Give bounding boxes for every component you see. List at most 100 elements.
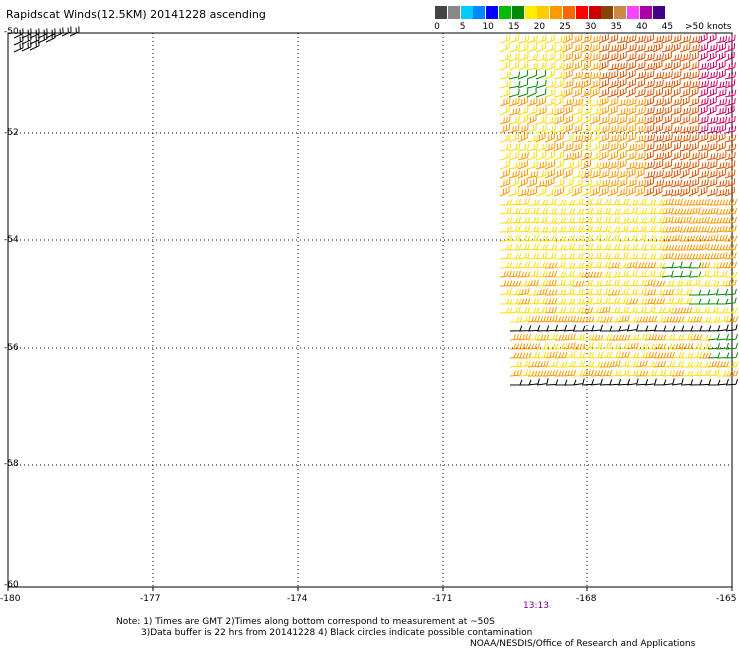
wind-barb — [544, 244, 558, 251]
wind-barb — [608, 343, 622, 350]
wind-barb — [652, 179, 665, 188]
wind-barb — [526, 161, 538, 170]
wind-barb — [562, 61, 574, 71]
wind-barb — [625, 143, 638, 152]
wind-barb — [643, 142, 655, 152]
wind-barb — [535, 161, 547, 170]
wind-barb — [607, 179, 619, 188]
wind-barb — [589, 179, 602, 188]
wind-barb — [535, 280, 549, 287]
wind-barb — [562, 208, 576, 215]
wind-barb — [607, 208, 621, 215]
wind-barb — [571, 43, 583, 53]
wind-barb — [581, 334, 595, 341]
wind-barb — [544, 270, 557, 278]
wind-barb — [562, 288, 575, 296]
wind-barb — [571, 51, 582, 62]
wind-barb — [715, 88, 727, 98]
wind-barb — [571, 71, 584, 80]
wind-barb — [571, 80, 584, 89]
wind-barb — [553, 217, 567, 224]
wind-barb — [508, 116, 521, 125]
wind-barb — [598, 79, 609, 89]
wind-barb — [562, 33, 573, 44]
wind-barb — [563, 379, 577, 386]
wind-barb — [509, 343, 523, 350]
wind-barb — [635, 325, 649, 332]
wind-barb — [508, 34, 520, 44]
wind-barb — [517, 35, 530, 44]
colorbar-swatch — [614, 6, 627, 19]
wind-barb — [625, 298, 639, 305]
wind-barb — [571, 88, 583, 98]
wind-barb — [589, 35, 601, 44]
wind-barb — [634, 198, 647, 206]
wind-barb — [526, 143, 539, 152]
wind-barb — [562, 152, 575, 161]
wind-barb — [644, 361, 658, 368]
wind-barb — [607, 226, 621, 233]
wind-barb — [643, 199, 657, 206]
wind-barb — [616, 187, 628, 197]
wind-barb — [571, 252, 584, 260]
wind-barb — [625, 234, 638, 242]
wind-barb — [598, 186, 609, 197]
wind-barb — [724, 208, 738, 215]
wind-barb — [697, 33, 708, 44]
wind-barb — [580, 115, 591, 125]
wind-barb — [580, 198, 593, 206]
wind-barb — [544, 262, 558, 269]
wind-barb — [589, 124, 601, 134]
wind-barb — [688, 253, 702, 260]
wind-barb — [517, 79, 529, 89]
wind-barb — [715, 35, 728, 44]
wind-barb — [634, 79, 646, 89]
wind-barb — [670, 70, 682, 80]
wind-barb — [715, 141, 726, 152]
wind-barb — [616, 51, 627, 62]
wind-barb — [562, 298, 576, 305]
wind-barb — [616, 69, 627, 80]
wind-barb — [535, 115, 547, 125]
wind-barb — [517, 152, 529, 161]
wind-barb — [689, 316, 703, 323]
wind-barb — [706, 226, 720, 233]
wind-barb — [706, 280, 720, 287]
wind-barb — [544, 61, 556, 71]
wind-barb — [535, 70, 547, 80]
wind-barb — [499, 226, 513, 233]
wind-barb — [652, 307, 666, 314]
wind-barb — [679, 115, 691, 125]
wind-barb — [607, 161, 619, 170]
wind-barb — [517, 225, 531, 233]
wind-barb — [643, 80, 655, 89]
wind-barb — [509, 360, 523, 368]
wind-barb — [670, 106, 682, 116]
wind-barb — [625, 280, 639, 287]
wind-barb — [526, 151, 538, 161]
wind-barb — [652, 216, 665, 224]
wind-barb — [635, 379, 649, 386]
wind-barb — [715, 69, 726, 80]
wind-barb — [652, 253, 666, 260]
wind-barb — [580, 261, 593, 269]
wind-barb — [508, 71, 521, 80]
wind-barb — [715, 51, 726, 62]
wind-barb — [545, 315, 558, 323]
wind-barb — [553, 89, 566, 98]
wind-barb — [716, 360, 730, 368]
wind-barb — [508, 262, 522, 269]
wind-barb — [680, 370, 694, 377]
wind-barb — [526, 226, 540, 233]
wind-barb — [653, 352, 667, 359]
wind-barb — [715, 252, 728, 260]
wind-barb — [715, 280, 729, 287]
wind-barb — [571, 280, 585, 287]
wind-barb — [69, 26, 80, 37]
wind-barb — [725, 333, 738, 341]
wind-barb — [671, 316, 685, 323]
wind-barb — [724, 151, 736, 161]
wind-barb — [554, 379, 568, 386]
wind-barb — [607, 187, 618, 197]
wind-barb — [535, 179, 548, 188]
